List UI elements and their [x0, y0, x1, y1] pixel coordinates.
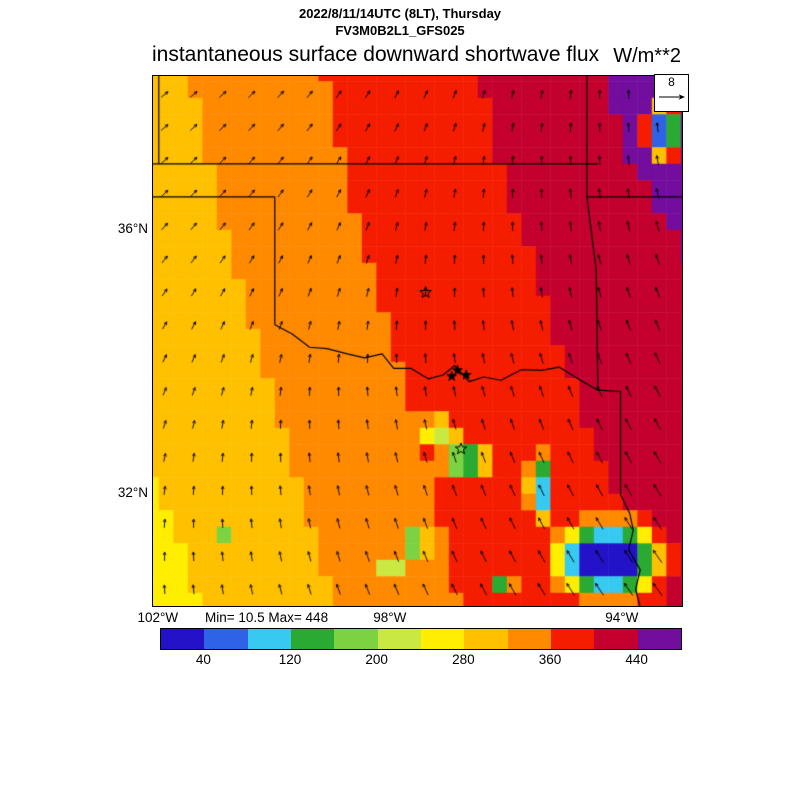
colorbar-segment: [420, 629, 465, 649]
colorbar-segment: [464, 629, 508, 649]
reference-vector-box: 8: [654, 74, 689, 112]
minmax-label: Min= 10.5 Max= 448: [205, 610, 329, 625]
colorbar-segment: [637, 629, 681, 649]
lon-axis-label: 98°W: [373, 610, 407, 625]
colorbar-segment: [161, 629, 205, 649]
units-label: W/m**2: [613, 45, 681, 67]
colorbar-tick-label: 40: [195, 652, 211, 667]
colorbar-segment: [290, 629, 335, 649]
colorbar-tick-label: 120: [278, 652, 302, 667]
colorbar: [160, 628, 682, 650]
reference-vector-label: 8: [668, 75, 675, 89]
lat-axis-label: 32°N: [117, 484, 148, 500]
model-header: FV3M0B2L1_GFS025: [335, 23, 465, 38]
plot-title: instantaneous surface downward shortwave…: [152, 43, 600, 66]
colorbar-tick-label: 440: [625, 652, 648, 667]
colorbar-segment: [550, 629, 595, 649]
lon-axis-label: 94°W: [605, 610, 639, 625]
datetime-header: 2022/8/11/14UTC (8LT), Thursday: [298, 6, 502, 21]
lat-axis-label: 36°N: [117, 220, 148, 236]
map-canvas: [153, 76, 682, 606]
map-frame: [152, 75, 683, 607]
colorbar-segment: [594, 629, 638, 649]
colorbar-segment: [377, 629, 421, 649]
reference-arrow-icon: [659, 94, 685, 100]
colorbar-segment: [247, 629, 291, 649]
colorbar-segment: [334, 629, 378, 649]
colorbar-segment: [204, 629, 248, 649]
colorbar-tick-label: 280: [452, 652, 475, 667]
colorbar-segment: [507, 629, 551, 649]
colorbar-tick-label: 360: [538, 652, 562, 667]
colorbar-tick-label: 200: [365, 652, 388, 667]
lon-axis-label: 102°W: [137, 610, 179, 625]
